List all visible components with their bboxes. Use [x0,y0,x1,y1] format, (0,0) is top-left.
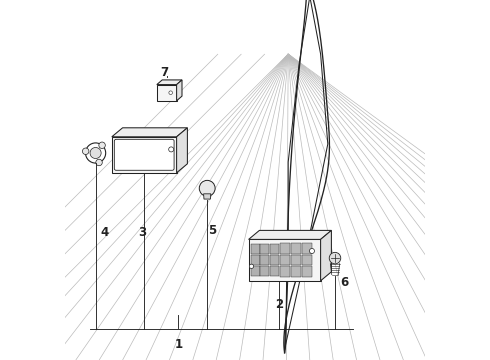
Polygon shape [248,230,331,239]
Bar [260,255,269,265]
Bar [301,255,312,265]
Bar [251,244,260,254]
Bar [280,266,290,277]
Bar [251,255,260,265]
Bar [291,255,301,265]
Bar [270,244,279,254]
Bar [301,266,312,277]
Circle shape [96,159,102,166]
Bar [270,255,279,265]
Circle shape [86,143,106,163]
Polygon shape [112,128,187,137]
Text: 4: 4 [100,226,109,239]
Text: 2: 2 [275,298,283,311]
Circle shape [82,148,89,154]
Circle shape [310,248,315,253]
Circle shape [99,142,105,149]
Bar [280,255,290,265]
Circle shape [90,148,101,158]
Bar [270,266,279,276]
Polygon shape [204,194,211,199]
Polygon shape [176,128,187,173]
Polygon shape [157,85,176,101]
Polygon shape [157,80,182,85]
Bar [251,266,260,276]
Text: 1: 1 [174,338,182,351]
Circle shape [249,264,254,269]
Polygon shape [157,80,182,101]
Bar [260,244,269,254]
Polygon shape [248,239,320,281]
Bar [291,243,301,254]
Polygon shape [112,128,187,173]
Text: 3: 3 [138,226,147,239]
Bar [291,266,301,277]
Text: 6: 6 [340,276,348,289]
Polygon shape [112,137,176,173]
Text: 7: 7 [160,66,168,78]
Text: 5: 5 [208,224,217,237]
Circle shape [329,252,341,264]
Circle shape [199,180,215,196]
Polygon shape [248,230,331,281]
Circle shape [169,91,172,95]
Bar [260,266,269,276]
FancyBboxPatch shape [114,139,174,170]
Bar [301,243,312,254]
Polygon shape [320,230,331,281]
Bar [280,243,290,254]
Polygon shape [176,80,182,101]
Circle shape [169,147,174,152]
